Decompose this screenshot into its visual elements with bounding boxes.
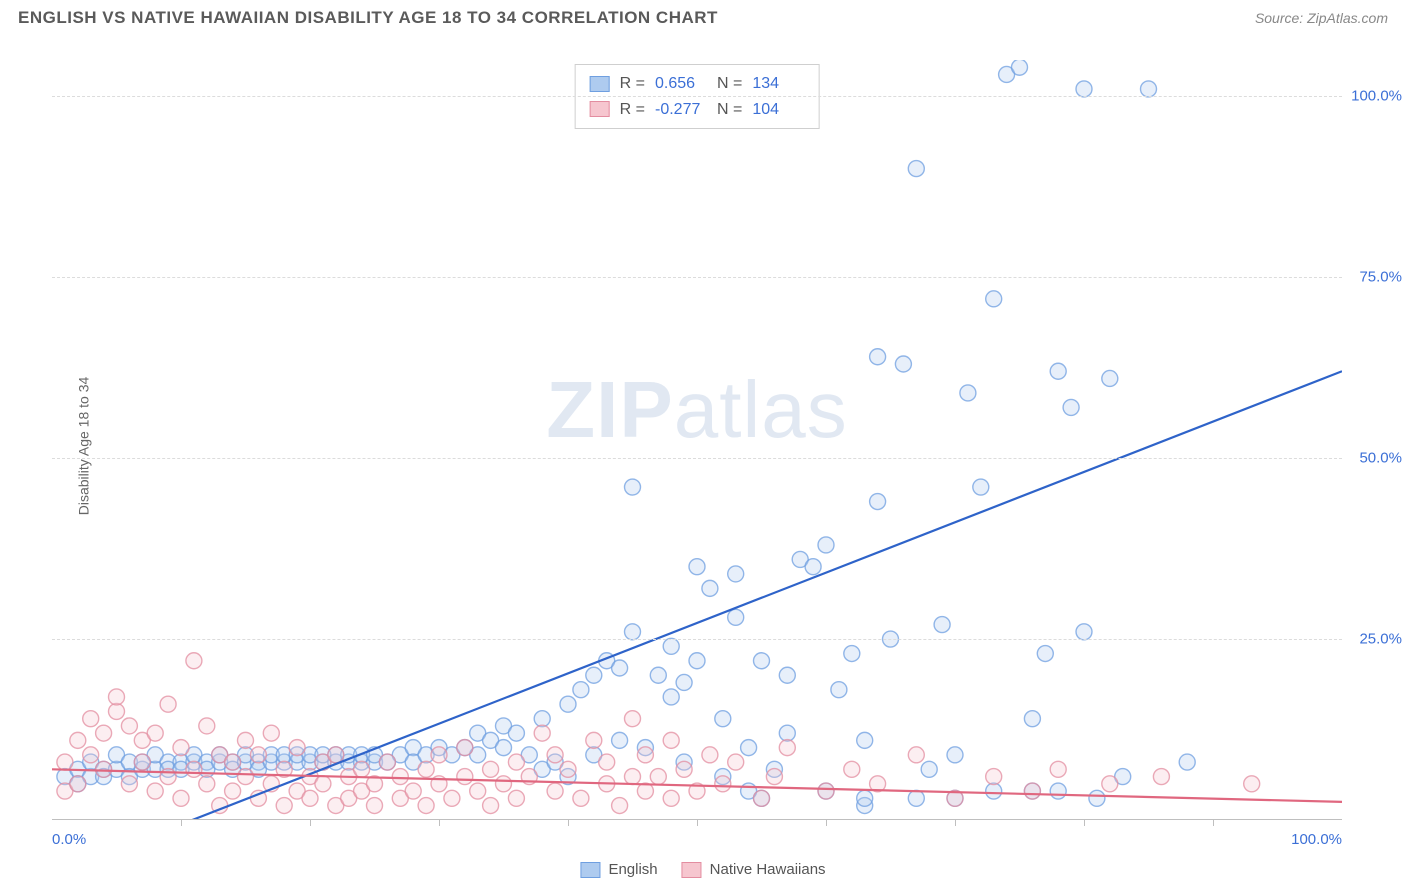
stats-row: R = -0.277 N = 104 [590, 97, 805, 123]
y-tick-label: 25.0% [1346, 631, 1402, 648]
legend-swatch [580, 862, 600, 878]
stat-n-value: 104 [752, 97, 804, 123]
y-tick-label: 50.0% [1346, 450, 1402, 467]
stat-n-label: N = [717, 71, 742, 97]
stat-n-label: N = [717, 97, 742, 123]
series-swatch [590, 76, 610, 92]
x-tick-label: 0.0% [52, 831, 86, 848]
source-attribution: Source: ZipAtlas.com [1255, 10, 1388, 26]
y-tick-label: 75.0% [1346, 269, 1402, 286]
legend-label: English [608, 861, 657, 878]
stat-r-value: -0.277 [655, 97, 707, 123]
legend: English Native Hawaiians [580, 861, 825, 878]
chart-title: ENGLISH VS NATIVE HAWAIIAN DISABILITY AG… [18, 8, 718, 28]
legend-item: English [580, 861, 657, 878]
stat-n-value: 134 [752, 71, 804, 97]
series-swatch [590, 101, 610, 117]
legend-label: Native Hawaiians [710, 861, 826, 878]
stat-r-value: 0.656 [655, 71, 707, 97]
stats-row: R = 0.656 N = 134 [590, 71, 805, 97]
scatter-plot-svg [52, 60, 1342, 820]
legend-swatch [682, 862, 702, 878]
chart-plot-area: ZIPatlas R = 0.656 N = 134 R = -0.277 N … [52, 60, 1342, 820]
legend-item: Native Hawaiians [682, 861, 826, 878]
stat-r-label: R = [620, 97, 645, 123]
stat-r-label: R = [620, 71, 645, 97]
y-tick-label: 100.0% [1346, 88, 1402, 105]
x-tick-label: 100.0% [1291, 831, 1342, 848]
